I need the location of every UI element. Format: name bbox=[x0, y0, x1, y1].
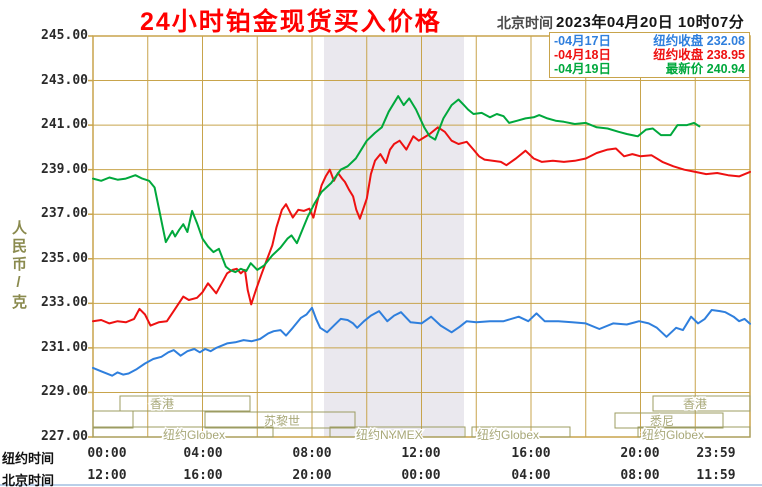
session-box bbox=[92, 426, 274, 438]
session-label: 苏黎世 bbox=[264, 414, 300, 428]
y-tick-label: 231.00 bbox=[41, 339, 88, 355]
y-tick-label: 227.00 bbox=[41, 429, 88, 444]
x-tick-label-bj: 16:00 bbox=[183, 468, 223, 483]
ny-time-row-label: 纽约时间 bbox=[2, 451, 55, 466]
legend-box: -04月17日 纽约收盘 232.08 -04月18日 纽约收盘 238.95 -04月… bbox=[549, 32, 750, 78]
x-tick-label-bj: 00:00 bbox=[401, 468, 441, 483]
session-label: 纽约Globex bbox=[477, 427, 539, 442]
session-box bbox=[614, 412, 724, 429]
page-title: 24小时铂金现货买入价格 bbox=[140, 8, 442, 36]
legend-date: -04月17日 bbox=[554, 34, 611, 48]
beijing-time-label: 北京时间 bbox=[497, 15, 553, 31]
x-tick-label-bj: 08:00 bbox=[620, 468, 660, 483]
x-tick-label-ny: 12:00 bbox=[401, 446, 441, 461]
x-tick-label-bj: 12:00 bbox=[87, 468, 127, 483]
bottom-divider-line bbox=[0, 484, 762, 486]
price-line-apr18 bbox=[92, 126, 751, 327]
current-datetime: 2023年04月20日 10时07分 bbox=[556, 14, 745, 31]
legend-value: 最新价 240.94 bbox=[665, 62, 745, 76]
session-box bbox=[329, 426, 466, 438]
session-label: 香港 bbox=[150, 397, 174, 411]
y-tick-label: 237.00 bbox=[41, 206, 88, 222]
legend-value: 纽约收盘 232.08 bbox=[653, 34, 745, 48]
x-tick-label-ny: 23:59 bbox=[696, 446, 736, 461]
y-tick-label: 233.00 bbox=[41, 295, 88, 311]
x-tick-label-ny: 16:00 bbox=[511, 446, 551, 461]
y-tick-label: 245.00 bbox=[41, 28, 88, 43]
x-tick-label-ny: 08:00 bbox=[292, 446, 332, 461]
session-box bbox=[119, 395, 251, 412]
y-tick-label: 241.00 bbox=[41, 117, 88, 133]
session-box bbox=[471, 426, 571, 438]
legend-row: -04月17日 纽约收盘 232.08 bbox=[554, 34, 745, 48]
beijing-time-row-label: 北京时间 bbox=[2, 473, 55, 487]
y-tick-label: 235.00 bbox=[41, 250, 88, 266]
session-label: 纽约Globex bbox=[642, 427, 704, 442]
x-tick-label-bj: 11:59 bbox=[696, 468, 736, 483]
session-label: 香港 bbox=[683, 397, 707, 411]
session-label: 悉尼 bbox=[650, 414, 674, 428]
x-tick-label-bj: 04:00 bbox=[511, 468, 551, 483]
legend-date: -04月19日 bbox=[554, 62, 611, 76]
price-line-apr19 bbox=[92, 95, 701, 274]
legend-row: -04月18日 纽约收盘 238.95 bbox=[554, 48, 745, 62]
y-tick-label: 243.00 bbox=[41, 72, 88, 88]
y-tick-label: 239.00 bbox=[41, 161, 88, 177]
session-box bbox=[652, 395, 751, 412]
legend-date: -04月18日 bbox=[554, 48, 611, 62]
y-axis-unit-label: 人民币/克 bbox=[10, 220, 27, 312]
x-tick-label-ny: 04:00 bbox=[183, 446, 223, 461]
price-line-apr17 bbox=[92, 306, 751, 377]
x-tick-label-ny: 00:00 bbox=[87, 446, 127, 461]
session-label: 纽约Globex bbox=[163, 427, 225, 442]
x-tick-label-bj: 20:00 bbox=[292, 468, 332, 483]
session-box bbox=[204, 411, 356, 429]
legend-row: -04月19日 最新价 240.94 bbox=[554, 62, 745, 76]
session-box bbox=[637, 426, 751, 438]
x-tick-label-ny: 20:00 bbox=[620, 446, 660, 461]
nymex-session-band bbox=[324, 36, 464, 437]
legend-value: 纽约收盘 238.95 bbox=[653, 48, 745, 62]
session-box bbox=[92, 410, 134, 429]
y-tick-label: 229.00 bbox=[41, 384, 88, 400]
session-label: 纽约NYMEX bbox=[356, 427, 423, 442]
